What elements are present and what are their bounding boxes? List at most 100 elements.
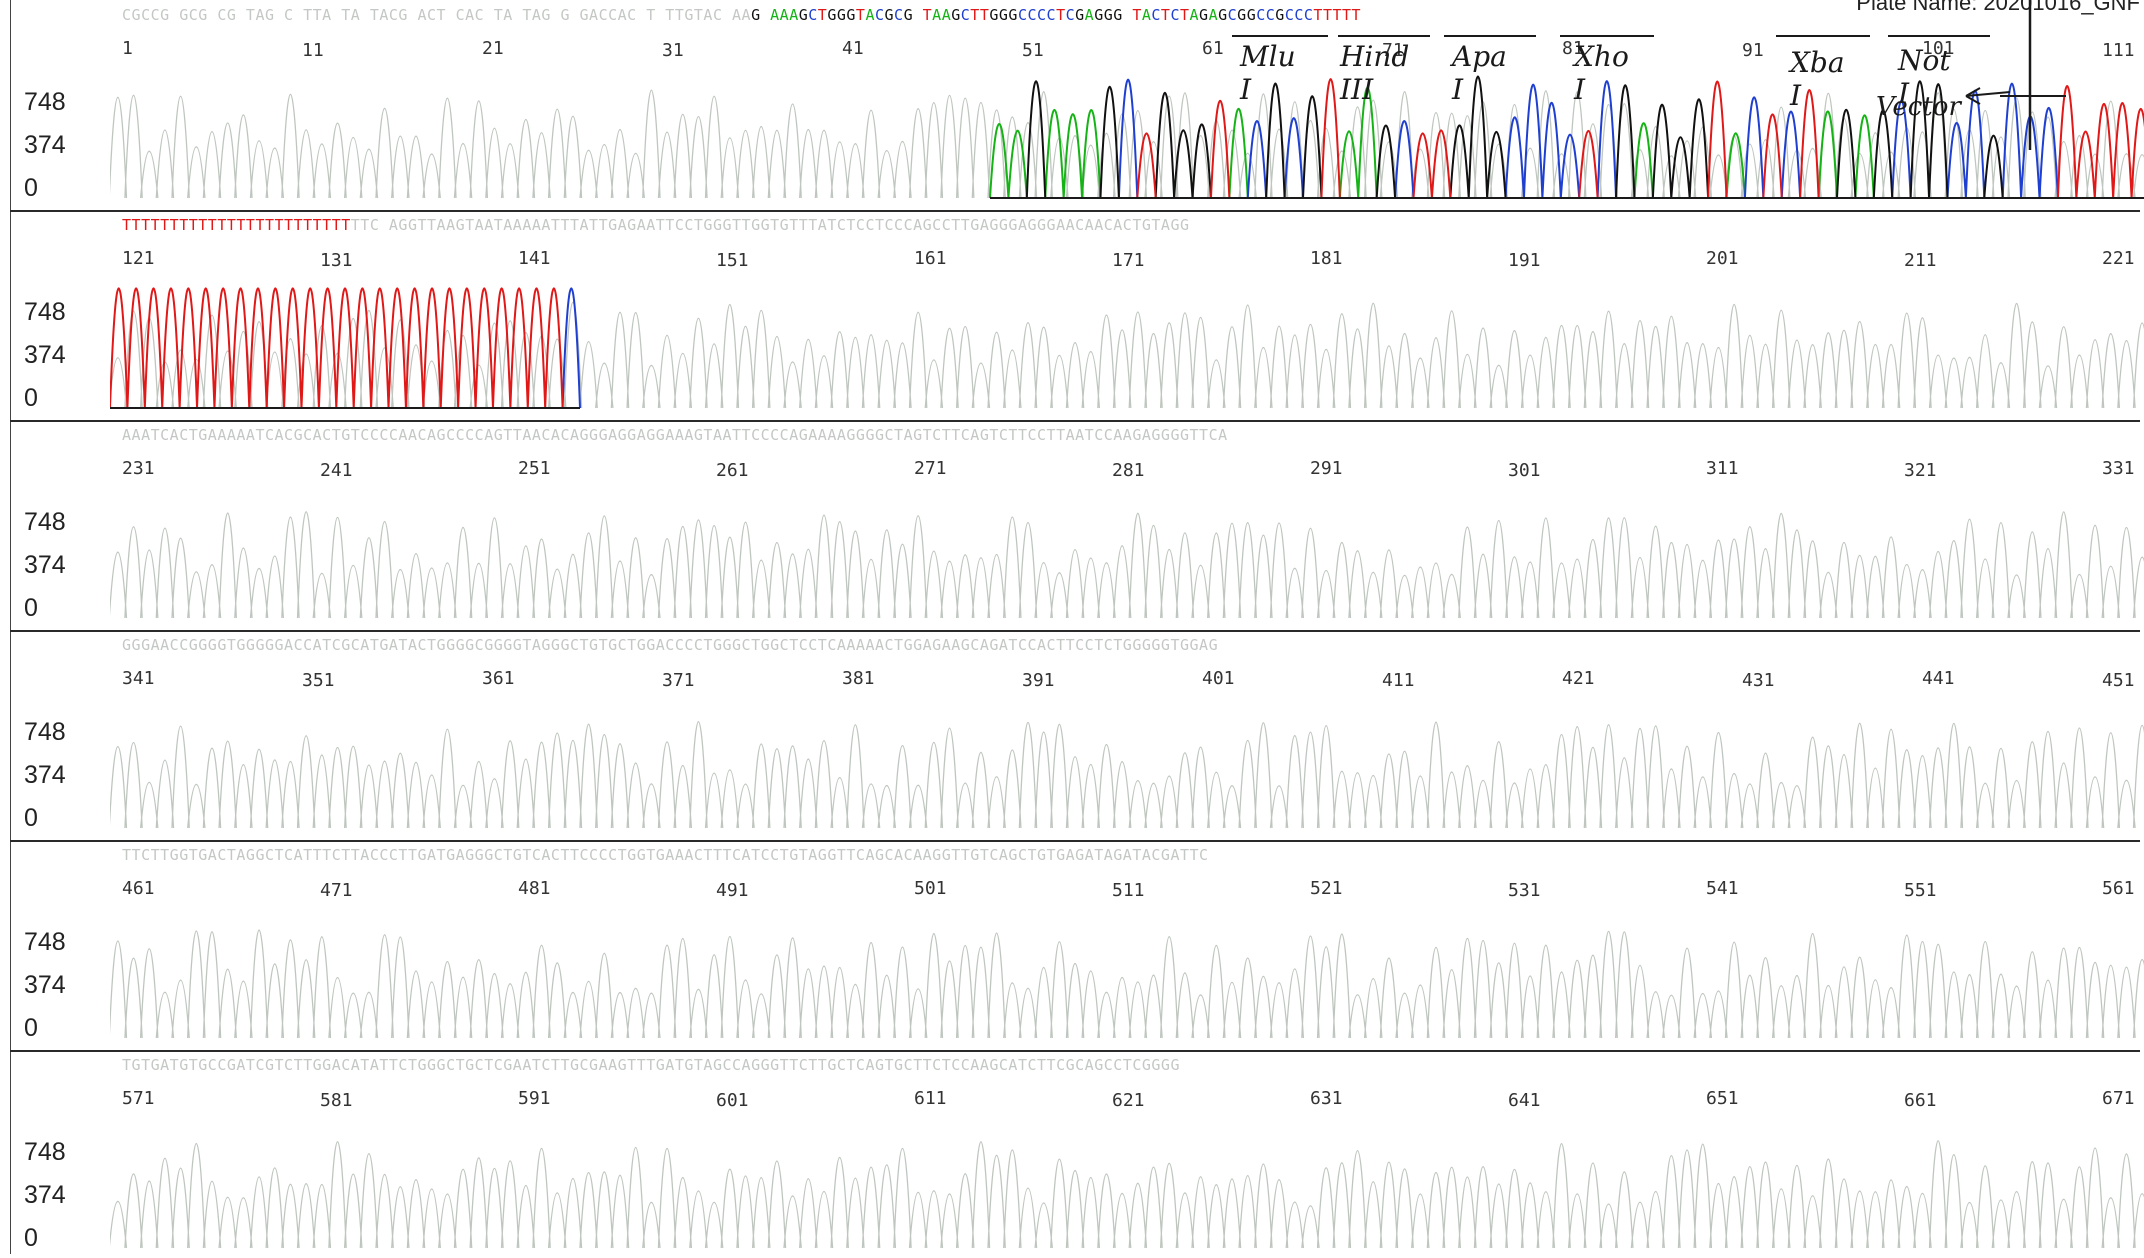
position-label: 61 bbox=[1202, 38, 1224, 59]
position-label: 611 bbox=[914, 1088, 947, 1109]
position-label: 31 bbox=[662, 40, 684, 61]
faint-trace bbox=[110, 301, 2144, 409]
y-tick-label: 748 bbox=[24, 508, 66, 536]
panel-2: TTTTTTTTTTTTTTTTTTTTTTTTTTC AGGTTAAGTAAT… bbox=[10, 210, 2144, 418]
trace-plot bbox=[110, 1140, 2144, 1249]
site-label: Xba I bbox=[1790, 46, 1845, 112]
position-label: 591 bbox=[518, 1088, 551, 1109]
position-label: 461 bbox=[122, 878, 155, 899]
site-label: Mlu I bbox=[1240, 40, 1296, 106]
position-label: 651 bbox=[1706, 1088, 1739, 1109]
position-label: 421 bbox=[1562, 668, 1595, 689]
trace-G bbox=[1025, 75, 2004, 199]
position-label: 21 bbox=[482, 38, 504, 59]
trace-T bbox=[110, 287, 564, 409]
position-label: 91 bbox=[1742, 40, 1764, 61]
position-label: 521 bbox=[1310, 878, 1343, 899]
position-label: 571 bbox=[122, 1088, 155, 1109]
trace-T bbox=[1136, 78, 2144, 199]
position-label: 11 bbox=[302, 40, 324, 61]
position-label: 71 bbox=[1382, 40, 1404, 61]
trace-plot bbox=[110, 75, 2144, 199]
trace-C bbox=[561, 287, 581, 409]
position-label: 101 bbox=[1922, 38, 1955, 59]
position-label: 41 bbox=[842, 38, 864, 59]
ink-stroke bbox=[1965, 91, 2011, 97]
position-label: 1 bbox=[122, 38, 133, 59]
left-border bbox=[10, 0, 11, 1254]
position-label: 441 bbox=[1922, 668, 1955, 689]
position-label: 141 bbox=[518, 248, 551, 269]
y-tick-label: 374 bbox=[24, 341, 66, 369]
faint-trace bbox=[110, 89, 2144, 199]
y-tick-label: 0 bbox=[24, 174, 38, 202]
site-label: Apa I bbox=[1452, 40, 1507, 106]
ink-stroke bbox=[1965, 87, 1981, 97]
y-tick-label: 0 bbox=[24, 384, 38, 412]
position-label: 581 bbox=[320, 1090, 353, 1111]
panel-3: AAATCACTGAAAAATCACGCACTGTCCCCAACAGCCCCAG… bbox=[10, 420, 2144, 628]
panel-separator bbox=[10, 420, 2140, 422]
position-label: 481 bbox=[518, 878, 551, 899]
trace-plot bbox=[110, 929, 2144, 1039]
base-sequence: TGTGATGTGCCGATCGTCTTGGACATATTCTGGGCTGCTC… bbox=[122, 1056, 1180, 1074]
position-label: 291 bbox=[1310, 458, 1343, 479]
position-label: 601 bbox=[716, 1090, 749, 1111]
position-label: 451 bbox=[2102, 670, 2135, 691]
position-label: 191 bbox=[1508, 250, 1541, 271]
position-label: 431 bbox=[1742, 670, 1775, 691]
panel-6: TGTGATGTGCCGATCGTCTTGGACATATTCTGGGCTGCTC… bbox=[10, 1050, 2144, 1258]
position-label: 171 bbox=[1112, 250, 1145, 271]
trace-plot bbox=[110, 720, 2144, 829]
site-label: Hind III bbox=[1340, 40, 1410, 106]
faint-trace bbox=[110, 720, 2144, 829]
y-tick-label: 374 bbox=[24, 551, 66, 579]
panel-separator bbox=[10, 840, 2140, 842]
position-label: 221 bbox=[2102, 248, 2135, 269]
position-label: 361 bbox=[482, 668, 515, 689]
position-label: 251 bbox=[518, 458, 551, 479]
position-label: 111 bbox=[2102, 40, 2135, 61]
y-tick-label: 748 bbox=[24, 298, 66, 326]
position-label: 391 bbox=[1022, 670, 1055, 691]
panel-separator bbox=[10, 630, 2140, 632]
position-label: 131 bbox=[320, 250, 353, 271]
y-tick-label: 374 bbox=[24, 1181, 66, 1209]
ink-stroke bbox=[1965, 95, 1981, 105]
position-label: 151 bbox=[716, 250, 749, 271]
y-tick-label: 748 bbox=[24, 718, 66, 746]
y-tick-label: 748 bbox=[24, 88, 66, 116]
position-label: 491 bbox=[716, 880, 749, 901]
position-label: 311 bbox=[1706, 458, 1739, 479]
position-label: 241 bbox=[320, 460, 353, 481]
y-tick-label: 0 bbox=[24, 1224, 38, 1252]
position-label: 51 bbox=[1022, 40, 1044, 61]
position-label: 561 bbox=[2102, 878, 2135, 899]
y-tick-label: 0 bbox=[24, 804, 38, 832]
position-label: 231 bbox=[122, 458, 155, 479]
position-label: 541 bbox=[1706, 878, 1739, 899]
y-tick-label: 374 bbox=[24, 131, 66, 159]
position-label: 641 bbox=[1508, 1090, 1541, 1111]
position-label: 271 bbox=[914, 458, 947, 479]
position-label: 321 bbox=[1904, 460, 1937, 481]
position-label: 531 bbox=[1508, 880, 1541, 901]
position-label: 511 bbox=[1112, 880, 1145, 901]
position-label: 181 bbox=[1310, 248, 1343, 269]
base-sequence: TTTTTTTTTTTTTTTTTTTTTTTTTTC AGGTTAAGTAAT… bbox=[122, 216, 1190, 234]
position-label: 661 bbox=[1904, 1090, 1937, 1111]
position-label: 211 bbox=[1904, 250, 1937, 271]
vector-label: Vector bbox=[1876, 92, 1961, 122]
position-label: 331 bbox=[2102, 458, 2135, 479]
position-label: 161 bbox=[914, 248, 947, 269]
faint-trace bbox=[110, 511, 2144, 619]
panel-separator bbox=[10, 210, 2140, 212]
position-label: 631 bbox=[1310, 1088, 1343, 1109]
y-tick-label: 0 bbox=[24, 1014, 38, 1042]
y-tick-label: 0 bbox=[24, 594, 38, 622]
trace-plot bbox=[110, 511, 2144, 619]
base-sequence: CGCCG GCG CG TAG C TTA TA TACG ACT CAC T… bbox=[122, 6, 1362, 24]
position-label: 81 bbox=[1562, 38, 1584, 59]
trace-A bbox=[989, 86, 1875, 199]
